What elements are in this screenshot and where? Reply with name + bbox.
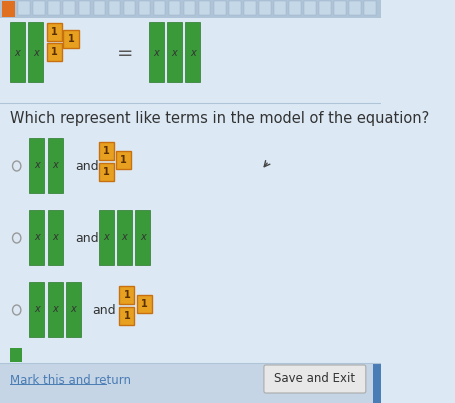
FancyBboxPatch shape [373,363,380,403]
FancyBboxPatch shape [29,282,44,337]
FancyBboxPatch shape [47,210,62,265]
Text: 1: 1 [120,155,126,165]
FancyBboxPatch shape [29,210,44,265]
FancyBboxPatch shape [349,1,360,15]
FancyBboxPatch shape [243,1,255,15]
Text: x: x [34,232,40,242]
FancyBboxPatch shape [0,363,380,403]
Text: x: x [153,48,159,58]
FancyBboxPatch shape [98,210,113,265]
Text: 1: 1 [51,27,57,37]
FancyBboxPatch shape [29,138,44,193]
Text: x: x [33,48,39,58]
Text: Mark this and return: Mark this and return [10,374,131,386]
FancyBboxPatch shape [185,22,200,82]
Text: 1: 1 [102,167,109,177]
FancyBboxPatch shape [183,1,195,15]
FancyBboxPatch shape [228,1,240,15]
FancyBboxPatch shape [148,22,163,82]
FancyBboxPatch shape [213,1,225,15]
Text: Which represent like terms in the model of the equation?: Which represent like terms in the model … [10,110,428,125]
FancyBboxPatch shape [47,282,62,337]
Text: =: = [117,44,133,62]
FancyBboxPatch shape [364,1,375,15]
FancyBboxPatch shape [258,1,270,15]
FancyBboxPatch shape [0,18,380,103]
FancyBboxPatch shape [273,1,285,15]
FancyBboxPatch shape [2,1,15,17]
Text: x: x [71,304,76,314]
FancyBboxPatch shape [10,348,22,362]
FancyBboxPatch shape [136,295,152,313]
FancyBboxPatch shape [116,151,131,169]
FancyBboxPatch shape [98,142,113,160]
FancyBboxPatch shape [93,1,105,15]
FancyBboxPatch shape [63,1,75,15]
FancyBboxPatch shape [153,1,165,15]
Text: x: x [171,48,177,58]
Text: x: x [15,48,20,58]
FancyBboxPatch shape [66,282,81,337]
FancyBboxPatch shape [119,286,134,304]
FancyBboxPatch shape [18,1,30,15]
Text: and: and [91,303,115,316]
FancyBboxPatch shape [98,163,113,181]
Text: x: x [190,48,195,58]
FancyBboxPatch shape [334,1,345,15]
FancyBboxPatch shape [167,22,182,82]
Text: x: x [103,232,109,242]
FancyBboxPatch shape [318,1,330,15]
FancyBboxPatch shape [0,0,380,18]
FancyBboxPatch shape [303,1,315,15]
FancyBboxPatch shape [63,30,78,48]
Text: x: x [52,304,58,314]
Text: x: x [52,232,58,242]
FancyBboxPatch shape [116,210,131,265]
FancyBboxPatch shape [28,22,43,82]
FancyBboxPatch shape [119,307,134,325]
Text: x: x [52,160,58,170]
Text: 1: 1 [123,290,130,300]
FancyBboxPatch shape [47,23,62,41]
Text: 1: 1 [51,47,57,57]
FancyBboxPatch shape [10,22,25,82]
Text: 1: 1 [102,146,109,156]
FancyBboxPatch shape [168,1,180,15]
FancyBboxPatch shape [33,1,45,15]
FancyBboxPatch shape [47,43,62,61]
Text: x: x [34,304,40,314]
FancyBboxPatch shape [288,1,300,15]
FancyBboxPatch shape [48,1,60,15]
Text: x: x [140,232,146,242]
FancyBboxPatch shape [198,1,210,15]
FancyBboxPatch shape [123,1,135,15]
FancyBboxPatch shape [108,1,120,15]
Text: x: x [121,232,127,242]
FancyBboxPatch shape [138,1,150,15]
Text: and: and [75,160,99,172]
FancyBboxPatch shape [47,138,62,193]
Text: x: x [34,160,40,170]
Text: 1: 1 [67,34,74,44]
Text: 1: 1 [141,299,147,309]
FancyBboxPatch shape [135,210,150,265]
Text: 1: 1 [123,311,130,321]
Text: and: and [75,231,99,245]
Text: Save and Exit: Save and Exit [274,372,354,386]
FancyBboxPatch shape [78,1,90,15]
FancyBboxPatch shape [263,365,365,393]
